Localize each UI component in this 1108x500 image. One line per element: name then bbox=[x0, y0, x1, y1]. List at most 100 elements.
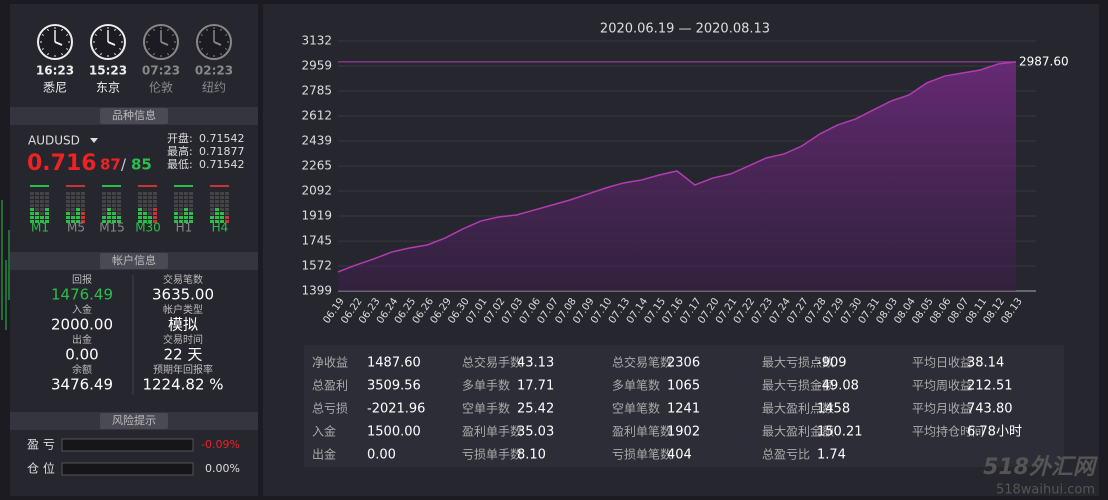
last-value-label: 2987.60 bbox=[1019, 54, 1069, 68]
level-cell bbox=[66, 192, 70, 195]
level-cell bbox=[153, 208, 157, 211]
level-cell bbox=[112, 192, 116, 195]
level-cell bbox=[30, 216, 34, 219]
risk-bar bbox=[61, 462, 194, 476]
level-cell bbox=[81, 200, 85, 203]
account-label: 出金 bbox=[72, 333, 92, 346]
level-cell bbox=[107, 192, 111, 195]
level-cell bbox=[225, 220, 229, 223]
level-cell bbox=[45, 204, 49, 207]
level-cell bbox=[153, 212, 157, 215]
level-cell bbox=[66, 212, 70, 215]
section-title: 帐户信息 bbox=[112, 253, 156, 267]
level-cell bbox=[210, 212, 214, 215]
stat-label: 最大盈利金额 bbox=[762, 424, 834, 439]
stat-value: 1487.60 bbox=[367, 356, 421, 371]
level-cell bbox=[40, 220, 44, 223]
stat-value: 150.21 bbox=[817, 425, 863, 440]
level-cell bbox=[138, 212, 142, 215]
level-cell bbox=[184, 216, 188, 219]
quote-value: 0.71542 bbox=[199, 158, 245, 171]
clock-tick bbox=[172, 34, 175, 36]
account-value: 1476.49 bbox=[51, 286, 113, 304]
clock-time: 07:23 bbox=[142, 64, 180, 78]
clock-time: 02:23 bbox=[195, 64, 233, 78]
clock-tick bbox=[41, 34, 44, 36]
stat-label: 空单笔数 bbox=[612, 401, 660, 416]
clock-tick bbox=[153, 53, 155, 56]
level-cell bbox=[179, 212, 183, 215]
price-alt: 85 bbox=[131, 156, 152, 174]
clock-tick bbox=[172, 48, 175, 50]
level-cell bbox=[174, 220, 178, 223]
stat-value: 1.74 bbox=[817, 448, 846, 463]
clock-tick bbox=[61, 53, 63, 56]
level-cell bbox=[210, 204, 214, 207]
stat-label: 多单手数 bbox=[462, 378, 510, 393]
quote-label: 最高: bbox=[167, 144, 193, 158]
level-cell bbox=[112, 216, 116, 219]
level-cell bbox=[30, 200, 34, 203]
level-cell bbox=[143, 192, 147, 195]
clock-tick bbox=[147, 34, 150, 36]
level-cell bbox=[153, 216, 157, 219]
price-main: 0.716 bbox=[27, 151, 97, 176]
stat-value: 1902 bbox=[667, 425, 700, 440]
level-top bbox=[210, 185, 229, 187]
level-cell bbox=[107, 200, 111, 203]
level-cell bbox=[45, 216, 49, 219]
stat-label: 亏损单手数 bbox=[462, 447, 522, 462]
clock-tick bbox=[114, 53, 116, 56]
timeframe: M30 bbox=[135, 221, 161, 235]
clock-city: 悉尼 bbox=[43, 81, 67, 95]
timeframe: M1 bbox=[31, 221, 49, 235]
stats-panel bbox=[304, 345, 1064, 467]
level-cell bbox=[184, 212, 188, 215]
level-cell bbox=[107, 220, 111, 223]
stat-value: 212.51 bbox=[967, 379, 1013, 394]
line bbox=[337, 61, 1017, 273]
level-cell bbox=[138, 216, 142, 219]
stat-value: 3509.56 bbox=[367, 379, 421, 394]
clock-tick bbox=[167, 28, 169, 31]
level-cell bbox=[153, 192, 157, 195]
stat-label: 总亏损 bbox=[312, 402, 348, 416]
clock-hand bbox=[54, 41, 63, 46]
y-tick-label: 2092 bbox=[301, 184, 332, 198]
clock-tick bbox=[61, 28, 63, 31]
level-cell bbox=[220, 212, 224, 215]
risk-label: 盈 亏 bbox=[27, 438, 55, 452]
level-cell bbox=[225, 208, 229, 211]
price-sep: / bbox=[121, 156, 127, 174]
level-cell bbox=[45, 208, 49, 211]
level-cell bbox=[30, 204, 34, 207]
level-cell bbox=[225, 216, 229, 219]
clock-tick bbox=[153, 28, 155, 31]
level-cell bbox=[45, 196, 49, 199]
clock-tick bbox=[119, 34, 122, 36]
level-cell bbox=[215, 200, 219, 203]
section-title: 品种信息 bbox=[112, 108, 156, 122]
level-cell bbox=[210, 216, 214, 219]
level-cell bbox=[71, 192, 75, 195]
stat-value: 1500.00 bbox=[367, 425, 421, 440]
clock-tick bbox=[200, 34, 203, 36]
y-tick-label: 1399 bbox=[301, 284, 332, 298]
level-cell bbox=[76, 204, 80, 207]
level-cell bbox=[81, 208, 85, 211]
clock-tick bbox=[66, 34, 69, 36]
level-cell bbox=[210, 208, 214, 211]
level-cell bbox=[153, 196, 157, 199]
level-cell bbox=[210, 220, 214, 223]
level-cell bbox=[174, 200, 178, 203]
level-cell bbox=[71, 216, 75, 219]
level-cell bbox=[117, 204, 121, 207]
level-cell bbox=[179, 220, 183, 223]
level-cell bbox=[220, 208, 224, 211]
stat-value: 0.00 bbox=[367, 448, 396, 463]
clock-tick bbox=[47, 28, 49, 31]
account-label: 预期年回报率 bbox=[153, 363, 213, 376]
level-cell bbox=[81, 192, 85, 195]
stat-value: 43.13 bbox=[517, 356, 554, 371]
level-cell bbox=[40, 208, 44, 211]
